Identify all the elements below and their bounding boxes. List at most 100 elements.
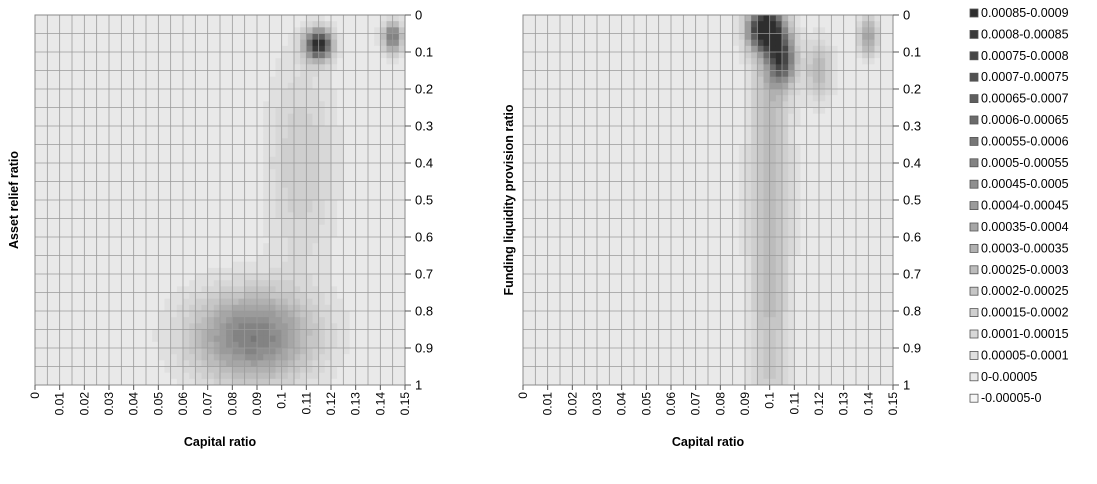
density-cell: [201, 335, 209, 343]
density-cell: [578, 95, 586, 102]
density-cell: [183, 354, 190, 361]
density-cell: [139, 21, 147, 28]
density-cell: [306, 378, 313, 386]
density-cell: [331, 200, 338, 207]
density-cell: [220, 181, 227, 189]
density-cell: [566, 21, 573, 28]
density-cell: [146, 292, 153, 300]
density-cell: [213, 311, 221, 318]
density-cell: [615, 341, 623, 349]
density-cell: [349, 311, 357, 318]
density-cell: [392, 76, 400, 84]
density-cell: [312, 27, 320, 34]
density-cell: [189, 317, 196, 324]
density-cell: [306, 372, 313, 380]
density-cell: [349, 70, 357, 78]
density-cell: [523, 286, 530, 293]
density-cell: [572, 45, 579, 53]
density-cell: [535, 341, 542, 349]
density-cell: [263, 200, 270, 207]
density-cell: [609, 249, 616, 256]
density-cell: [590, 150, 598, 158]
density-cell: [331, 45, 338, 53]
density-cell: [349, 200, 357, 207]
density-cell: [590, 360, 598, 367]
density-cell: [541, 354, 549, 361]
density-cell: [634, 126, 641, 133]
density-cell: [96, 70, 104, 78]
density-cell: [238, 218, 246, 226]
density-cell: [566, 95, 573, 102]
density-cell: [368, 286, 375, 293]
density-cell: [146, 181, 153, 189]
density-cell: [398, 21, 406, 28]
density-cell: [584, 280, 592, 287]
density-cell: [65, 224, 73, 232]
density-cell: [41, 311, 48, 318]
density-cell: [603, 113, 610, 121]
density-cell: [220, 224, 227, 232]
density-cell: [318, 329, 326, 337]
density-cell: [139, 150, 147, 158]
density-cell: [133, 21, 141, 28]
density-cell: [269, 212, 276, 219]
density-cell: [53, 27, 61, 34]
density-cell: [578, 156, 586, 164]
density-cell: [201, 58, 209, 65]
density-cell: [331, 292, 338, 300]
density-cell: [380, 150, 387, 158]
density-cell: [109, 132, 116, 139]
density-cell: [35, 89, 42, 96]
density-cell: [374, 156, 381, 164]
density-cell: [634, 156, 641, 164]
density-cell: [281, 298, 289, 306]
density-cell: [250, 107, 258, 115]
density-cell: [115, 175, 122, 182]
density-cell: [158, 267, 165, 275]
density-cell: [90, 101, 98, 108]
density-cell: [65, 70, 73, 78]
density-cell: [553, 335, 561, 343]
density-cell: [263, 175, 270, 182]
density-cell: [96, 335, 104, 343]
density-cell: [41, 107, 48, 115]
density-cell: [306, 27, 313, 34]
density-cell: [213, 21, 221, 28]
density-cell: [226, 200, 233, 207]
density-cell: [53, 206, 61, 213]
density-cell: [121, 224, 128, 232]
density-cell: [523, 33, 530, 41]
density-cell: [164, 138, 172, 145]
density-cell: [621, 126, 629, 133]
density-cell: [312, 144, 320, 152]
density-cell: [220, 292, 227, 300]
density-cell: [164, 64, 172, 71]
density-cell: [615, 335, 623, 343]
density-cell: [597, 335, 604, 343]
density-cell: [213, 230, 221, 238]
density-cell: [220, 249, 227, 256]
density-cell: [269, 261, 276, 269]
density-cell: [392, 218, 400, 226]
density-cell: [164, 249, 172, 256]
density-cell: [541, 224, 549, 232]
density-cell: [386, 58, 394, 65]
density-cell: [368, 45, 375, 53]
density-cell: [164, 33, 172, 41]
density-cell: [220, 70, 227, 78]
density-cell: [609, 366, 616, 374]
density-cell: [603, 341, 610, 349]
density-cell: [47, 169, 54, 176]
density-cell: [560, 298, 567, 306]
density-cell: [170, 372, 178, 380]
density-cell: [287, 329, 295, 337]
density-cell: [634, 45, 641, 53]
density-cell: [578, 76, 586, 84]
density-cell: [115, 193, 122, 201]
density-cell: [324, 119, 332, 127]
density-cell: [158, 39, 165, 47]
density-cell: [78, 304, 85, 312]
density-cell: [287, 39, 295, 47]
density-cell: [380, 261, 387, 269]
density-cell: [183, 193, 190, 201]
